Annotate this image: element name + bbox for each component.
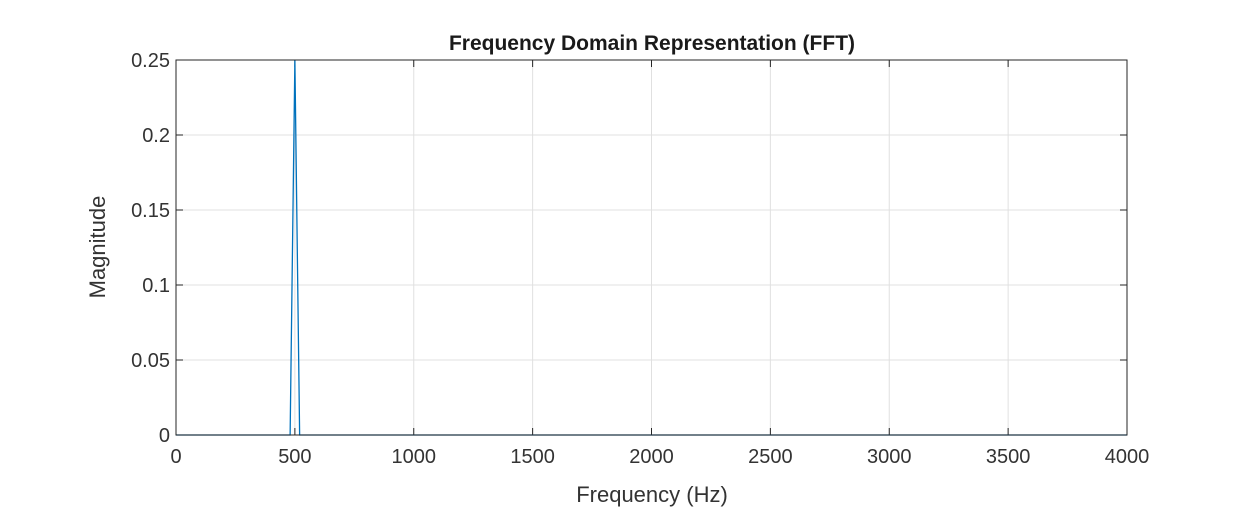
x-tick-label: 2500: [748, 446, 793, 468]
x-tick-label: 3500: [986, 446, 1031, 468]
x-tick-label: 1000: [392, 446, 437, 468]
y-tick-labels: 0 0.05 0.1 0.15 0.2 0.25: [131, 50, 170, 447]
y-tick-label: 0: [159, 425, 170, 447]
y-tick-label: 0.1: [142, 275, 170, 297]
y-tick-label: 0.15: [131, 200, 170, 222]
x-tick-label: 0: [170, 446, 181, 468]
y-tick-label: 0.2: [142, 125, 170, 147]
x-axis-label: Frequency (Hz): [576, 482, 728, 507]
x-tick-labels: 0 500 1000 1500 2000 2500 3000 3500 4000: [170, 446, 1149, 468]
y-axis-label: Magnitude: [85, 196, 110, 299]
grid-lines: [176, 60, 1127, 435]
x-tick-label: 2000: [629, 446, 674, 468]
x-tick-label: 1500: [510, 446, 555, 468]
y-tick-label: 0.25: [131, 50, 170, 72]
x-tick-label: 3000: [867, 446, 912, 468]
x-tick-label: 500: [278, 446, 311, 468]
x-tick-label: 4000: [1105, 446, 1150, 468]
y-tick-label: 0.05: [131, 350, 170, 372]
chart-title: Frequency Domain Representation (FFT): [449, 32, 855, 55]
axes-border: [175, 59, 1128, 436]
